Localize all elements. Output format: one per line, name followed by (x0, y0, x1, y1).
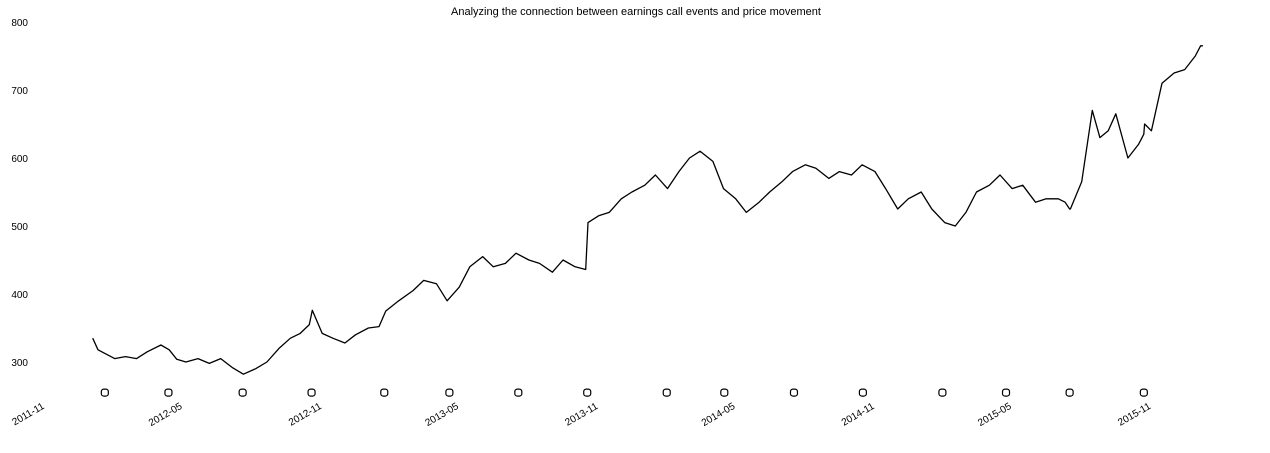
earnings-marker (380, 388, 389, 397)
x-tick-label: 2012-05 (147, 401, 185, 429)
earnings-marker (514, 388, 523, 397)
y-tick-label: 400 (11, 290, 28, 301)
earnings-marker (164, 388, 173, 397)
earnings-markers (100, 388, 1148, 397)
y-tick-label: 800 (11, 18, 28, 29)
y-tick-label: 500 (11, 222, 28, 233)
x-tick-label: 2013-11 (563, 401, 600, 429)
price-line (92, 45, 1203, 375)
x-tick-label: 2014-11 (840, 401, 877, 429)
earnings-marker (1001, 388, 1011, 397)
earnings-marker (1139, 388, 1148, 397)
x-tick-label: 2013-05 (423, 401, 461, 429)
earnings-marker (238, 388, 247, 397)
earnings-marker (858, 388, 867, 397)
y-axis-ticks: 300 400 500 600 700 800 (11, 18, 28, 369)
price-series (92, 45, 1203, 375)
earnings-marker (100, 388, 109, 397)
earnings-marker (938, 388, 947, 397)
y-tick-label: 300 (11, 358, 28, 369)
earnings-marker (307, 388, 316, 397)
earnings-marker (789, 388, 799, 397)
chart-title: Analyzing the connection between earning… (451, 6, 821, 18)
earnings-marker (720, 388, 729, 397)
x-tick-label: 2014-05 (700, 401, 738, 429)
x-tick-label: 2015-11 (1116, 401, 1153, 429)
y-tick-label: 600 (11, 154, 28, 165)
earnings-marker (1065, 388, 1074, 397)
y-tick-label: 700 (11, 86, 28, 97)
x-tick-label: 2015-05 (976, 401, 1014, 429)
earnings-marker (445, 388, 454, 397)
x-tick-label: 2011-11 (10, 401, 46, 428)
x-tick-label: 2012-11 (287, 401, 324, 429)
earnings-marker (583, 388, 592, 397)
earnings-marker (662, 388, 671, 397)
x-axis-ticks: 2011-11 2012-05 2012-11 2013-05 2013-11 2014-… (10, 401, 1153, 429)
